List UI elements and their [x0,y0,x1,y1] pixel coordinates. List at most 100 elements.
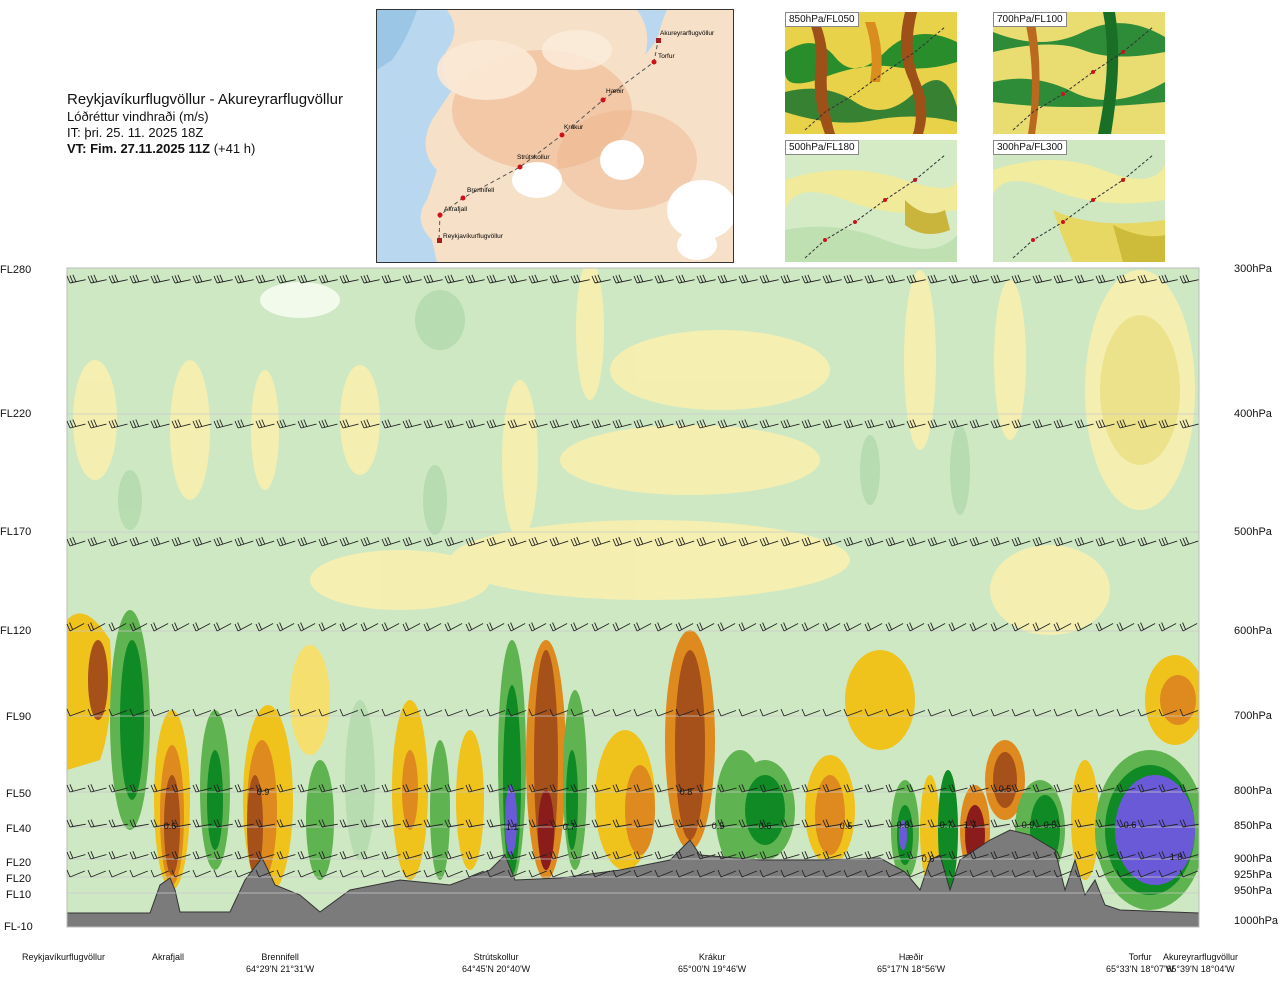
wind-barb-feather [135,419,140,427]
wind-barb-feather [654,420,659,429]
wind-barb-feather [465,623,470,632]
wind-barb-feather [1137,538,1142,547]
wind-barb-feather [192,708,197,717]
wind-barb-feather [1011,275,1016,284]
wind-barb [615,870,631,878]
wind-barb-feather [846,275,851,283]
wind-barb-feather [870,536,875,545]
wind-barb-feather [321,784,326,792]
wind-barb-feather [888,851,893,859]
wind-barb-feather [927,784,932,793]
wind-barb-feather [696,708,701,717]
wind-barb-feather [381,420,386,429]
wind-barb-feather [888,275,893,283]
wind-barb-feather [426,537,431,546]
wind-barb-feather [213,784,218,793]
wind-barb-feather [1074,420,1079,429]
wind-barb-feather [804,622,809,630]
wind-barb-feather [405,819,410,827]
wind-barb-feather [492,274,497,282]
wind-barb [342,870,358,878]
wind-barb-feather [1179,623,1184,632]
wind-barb-feather [444,538,449,547]
wind-barb-feather [192,623,197,632]
wind-barb [1119,710,1136,717]
wind-barb-feather [195,819,200,827]
wind-barb-feather [507,538,512,547]
wind-barb-feather [723,536,728,545]
mini-map-label: 500hPa/FL180 [785,140,859,155]
wind-barb-feather [1116,784,1121,793]
wind-barb-feather [969,819,974,828]
wind-barb-feather [969,538,974,547]
wind-barb-feather [468,275,473,283]
wind-barb-feather [129,708,134,717]
wind-barb [1014,870,1030,878]
wind-barb-feather [303,419,308,427]
wind-barb [930,870,946,878]
wind-barb-feather [345,536,350,545]
wind-barb-feather [402,869,407,878]
wind-barb-feather [300,622,305,630]
wind-barb-feather [759,851,764,860]
wind-barb-feather [660,419,665,427]
wind-barb-feather [906,784,911,793]
wind-barb-feather [69,420,74,428]
wind-barb-feather [1116,275,1121,284]
wind-barb-feather [66,420,71,429]
wind-barb-feather [342,784,347,792]
wind-barb-feather [549,869,554,878]
wind-barb-feather [930,784,935,792]
wind-barb [720,710,737,717]
map-label-krakur: Krákur [564,124,584,131]
wind-barb-feather [507,869,512,878]
wind-barb-feather [654,623,659,632]
wind-barb-feather [783,819,788,827]
wind-barb [1161,710,1178,717]
wind-barb-feather [612,851,617,860]
wind-barb-feather [993,420,998,428]
wind-barb-feather [426,275,431,283]
value-annotation: 1.1 [506,822,519,832]
wind-barb-feather [972,420,977,428]
wind-barb-feather [780,623,785,632]
wind-barb-feather [909,851,914,859]
wind-barb-feather [702,419,707,427]
wind-barb-feather [531,420,536,428]
wind-barb-feather [801,708,806,717]
wind-barb [174,710,191,717]
wind-barb-feather [555,274,560,282]
wind-barb-feather [891,536,896,545]
wind-barb-feather [783,851,788,859]
wind-barb-feather [993,275,998,283]
wind-barb [804,623,820,632]
wind-barb-feather [429,536,434,545]
wind-barb-feather [366,419,371,427]
wind-barb-feather [150,819,155,828]
wind-barb-feather [741,851,746,859]
wind-barb-feather [969,420,974,429]
wind-barb [930,623,946,632]
wind-barb-feather [153,784,158,792]
wind-barb [594,710,611,717]
wind-barb-feather [447,622,452,630]
wind-barb-feather [1179,275,1184,284]
wind-barb-feather [996,274,1001,282]
wind-barb-feather [696,869,701,878]
wind-barb [1077,623,1093,632]
wind-barb-feather [510,819,515,827]
wind-barb-feather [633,708,638,717]
wind-barb [195,870,211,878]
wind-barb-feather [90,622,95,630]
wind-barb [846,870,862,878]
wind-barb-feather [255,851,260,860]
wind-barb-feather [1119,851,1124,859]
mini-map-label: 300hPa/FL300 [993,140,1067,155]
wind-barb-feather [1140,819,1145,827]
wind-barb-feather [381,819,386,828]
wind-barb-feather [1053,538,1058,547]
wind-barb-feather [237,537,242,546]
wind-barb-feather [471,536,476,545]
chart-subtitle: Lóðréttur vindhraði (m/s) [67,109,209,124]
wind-barb-feather [972,851,977,859]
